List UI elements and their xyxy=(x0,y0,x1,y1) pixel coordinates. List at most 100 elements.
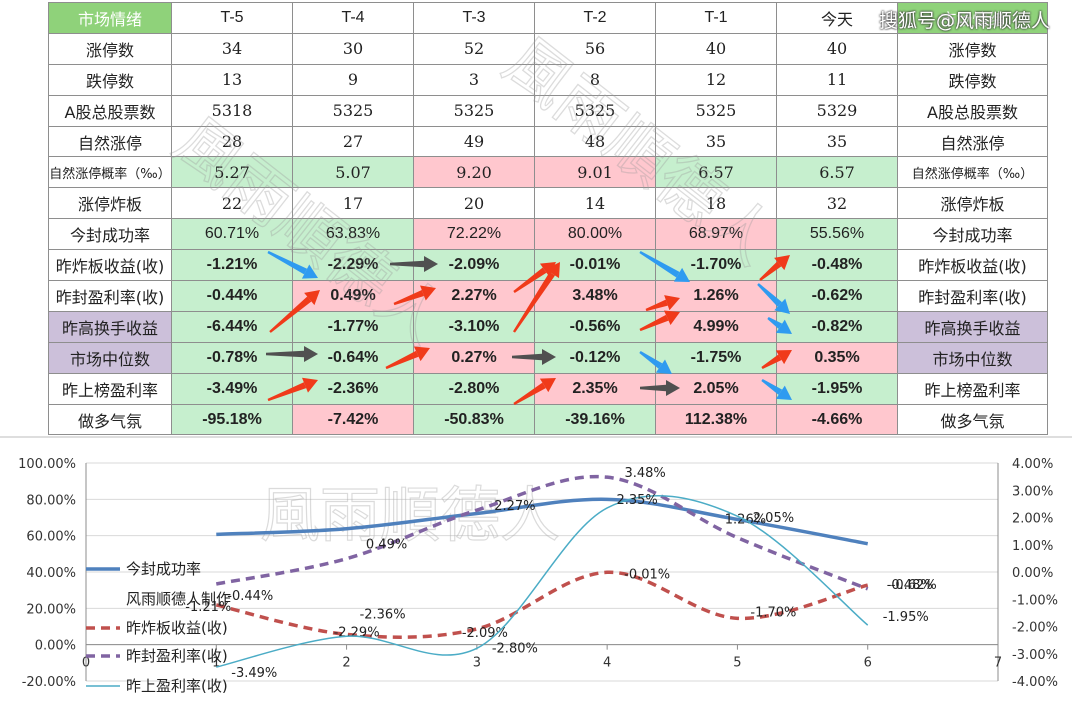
row-label: 今封成功率 xyxy=(48,218,172,251)
value-cell: 2.27% xyxy=(413,280,535,312)
value-cell: -0.56% xyxy=(534,310,656,343)
row-label: 昨封盈利率(收) xyxy=(48,280,172,312)
column-header: 市场情绪 xyxy=(48,2,172,34)
value-cell: 20 xyxy=(413,187,535,220)
data-label: 0.49% xyxy=(366,538,407,553)
row-label-right: 今封成功率 xyxy=(897,218,1048,251)
value-cell: 8 xyxy=(534,63,656,96)
legend-entry: 昨上盈利率(收) xyxy=(126,677,228,695)
spreadsheet-panel: 市场情绪 T-5 T-4 T-3 T-2 T-1 今天 市场情绪 涨停数 34 30 52 56 40 40… xyxy=(48,2,1050,436)
value-cell: -0.48% xyxy=(776,249,898,282)
value-cell: -2.29% xyxy=(292,249,414,282)
row-label: 自然涨停 xyxy=(48,125,172,158)
value-cell: 0.35% xyxy=(776,341,898,374)
table-row: 做多气氛 -95.18% -7.42% -50.83% -39.16% 112.38% -4… xyxy=(48,403,1048,436)
x-tick: 5 xyxy=(733,656,741,671)
row-label: 昨上榜盈利率 xyxy=(48,372,172,405)
value-cell: 112.38% xyxy=(655,403,777,436)
table-row: 涨停数 34 30 52 56 40 40 涨停数 xyxy=(48,32,1048,65)
x-tick: 0 xyxy=(82,656,90,671)
value-cell: -7.42% xyxy=(292,403,414,436)
value-cell: 72.22% xyxy=(413,218,535,251)
header-row: 市场情绪 T-5 T-4 T-3 T-2 T-1 今天 市场情绪 xyxy=(48,2,1048,34)
value-cell: 9 xyxy=(292,63,414,96)
data-label: 3.48% xyxy=(624,466,665,481)
value-cell: -1.21% xyxy=(171,249,293,282)
value-cell: -0.62% xyxy=(776,280,898,312)
value-cell: -1.77% xyxy=(292,310,414,343)
value-cell: -4.66% xyxy=(776,403,898,436)
y-right-tick: -4.00% xyxy=(1012,675,1058,690)
value-cell: 30 xyxy=(292,32,414,65)
value-cell: -2.80% xyxy=(413,372,535,405)
table-row: 自然涨停 28 27 49 48 35 35 自然涨停 xyxy=(48,125,1048,158)
data-label: 2.27% xyxy=(494,499,535,514)
data-label: -3.49% xyxy=(231,666,277,681)
x-tick: 1 xyxy=(212,656,220,671)
value-cell: 35 xyxy=(776,125,898,158)
value-cell: 9.20 xyxy=(413,156,535,189)
table-row: 昨高换手收益 -6.44% -1.77% -3.10% -0.56% 4.99% -0.82… xyxy=(48,310,1048,343)
value-cell: 0.27% xyxy=(413,341,535,374)
row-label-right: 自然涨停 xyxy=(897,125,1048,158)
chart-watermark: 風雨順德人 xyxy=(260,481,560,551)
row-label-right: 昨高换手收益 xyxy=(897,310,1048,343)
value-cell: 80.00% xyxy=(534,218,656,251)
value-cell: 40 xyxy=(655,32,777,65)
y-right-tick: 2.00% xyxy=(1012,512,1053,527)
table-row: 市场中位数 -0.78% -0.64% 0.27% -0.12% -1.75% 0.35% 市… xyxy=(48,341,1048,374)
sohu-logo-text: 搜狐号@风雨顺德人 xyxy=(878,10,1050,32)
table-row: 昨炸板收益(收) -1.21% -2.29% -2.09% -0.01% -1.70% -0… xyxy=(48,249,1048,282)
value-cell: -3.49% xyxy=(171,372,293,405)
value-cell: -0.64% xyxy=(292,341,414,374)
value-cell: -2.36% xyxy=(292,372,414,405)
column-header: T-1 xyxy=(655,2,777,34)
value-cell: -1.70% xyxy=(655,249,777,282)
y-right-tick: 0.00% xyxy=(1012,566,1053,581)
value-cell: 27 xyxy=(292,125,414,158)
table-row: 跌停数 13 9 3 8 12 11 跌停数 xyxy=(48,63,1048,96)
legend-entry: 今封成功率 xyxy=(126,560,201,578)
value-cell: 56 xyxy=(534,32,656,65)
value-cell: 63.83% xyxy=(292,218,414,251)
row-label-right: 涨停数 xyxy=(897,32,1048,65)
series-line xyxy=(216,497,869,546)
combo-line-chart: 100.00%80.00%60.00%40.00%20.00%0.00%-20.… xyxy=(0,436,1072,695)
value-cell: -1.95% xyxy=(776,372,898,405)
value-cell: 5325 xyxy=(292,94,414,127)
value-cell: 6.57 xyxy=(655,156,777,189)
row-label: 跌停数 xyxy=(48,63,172,96)
column-header: 市场情绪 xyxy=(897,2,1048,34)
value-cell: 11 xyxy=(776,63,898,96)
row-label-right: 涨停炸板 xyxy=(897,187,1048,220)
y-left-tick: 80.00% xyxy=(26,493,76,508)
value-cell: 1.26% xyxy=(655,280,777,312)
legend-entry: 昨封盈利率(收) xyxy=(126,647,228,665)
value-cell: 22 xyxy=(171,187,293,220)
data-label: 2.05% xyxy=(753,511,794,526)
value-cell: 2.35% xyxy=(534,372,656,405)
table-row: A股总股票数 5318 5325 5325 5325 5325 5329 A股总股票数 xyxy=(48,94,1048,127)
row-label-right: 昨封盈利率(收) xyxy=(897,280,1048,312)
value-cell: 3 xyxy=(413,63,535,96)
value-cell: 9.01 xyxy=(534,156,656,189)
table-row: 今封成功率 60.71% 63.83% 72.22% 80.00% 68.97% 55.56… xyxy=(48,218,1048,251)
value-cell: 5.07 xyxy=(292,156,414,189)
y-right-tick: 1.00% xyxy=(1012,539,1053,554)
value-cell: -2.09% xyxy=(413,249,535,282)
value-cell: 6.57 xyxy=(776,156,898,189)
row-label: 昨高换手收益 xyxy=(48,310,172,343)
y-right-tick: 4.00% xyxy=(1012,457,1053,472)
value-cell: -0.44% xyxy=(171,280,293,312)
value-cell: -6.44% xyxy=(171,310,293,343)
value-cell: -0.01% xyxy=(534,249,656,282)
value-cell: 68.97% xyxy=(655,218,777,251)
value-cell: 40 xyxy=(776,32,898,65)
value-cell: -1.75% xyxy=(655,341,777,374)
row-label: 自然涨停概率（‰） xyxy=(48,156,172,189)
value-cell: 32 xyxy=(776,187,898,220)
data-label: -1.21% xyxy=(185,600,231,615)
series-line xyxy=(215,570,869,639)
value-cell: 48 xyxy=(534,125,656,158)
value-cell: 0.49% xyxy=(292,280,414,312)
